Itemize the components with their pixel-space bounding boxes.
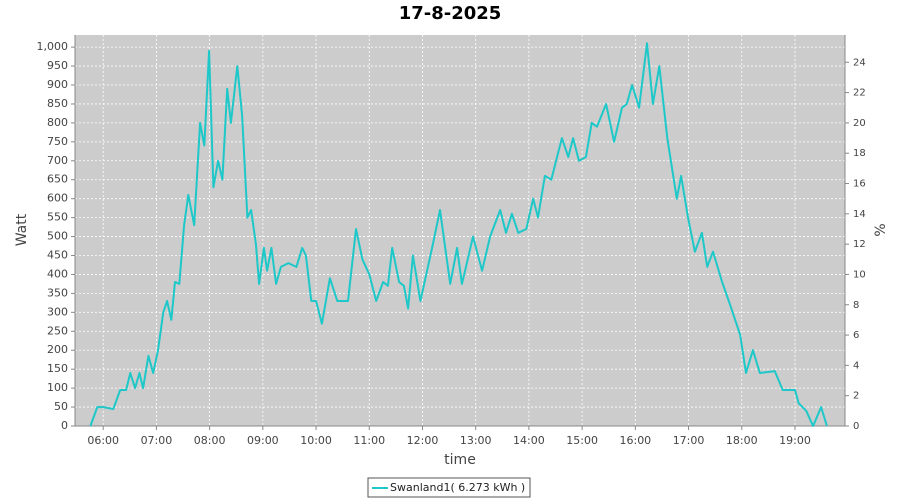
y-tick-label: 50 <box>54 400 68 413</box>
y-tick-label: 500 <box>47 230 68 243</box>
y2-tick-label: 16 <box>853 179 866 190</box>
x-tick-label: 14:00 <box>513 434 545 447</box>
chart-title: 17-8-2025 <box>399 3 502 24</box>
y-tick-label: 250 <box>47 324 68 337</box>
plot-area <box>75 35 845 426</box>
y-tick-label: 850 <box>47 97 68 110</box>
y-tick-label: 300 <box>47 305 68 318</box>
y-tick-label: 600 <box>47 192 68 205</box>
y-tick-label: 700 <box>47 154 68 167</box>
y2-tick-label: 10 <box>853 269 866 280</box>
legend-box <box>367 477 531 498</box>
x-tick-label: 09:00 <box>247 434 279 447</box>
y-axis-label: Watt <box>14 213 30 246</box>
y-tick-label: 550 <box>47 211 68 224</box>
y-tick-label: 800 <box>47 116 68 129</box>
y2-tick-label: 6 <box>853 330 859 341</box>
y2-tick-label: 0 <box>853 421 859 432</box>
x-tick-label: 16:00 <box>619 434 651 447</box>
y-tick-label: 100 <box>47 381 68 394</box>
x-tick-label: 10:00 <box>300 434 332 447</box>
x-tick-label: 12:00 <box>407 434 439 447</box>
y-tick-label: 150 <box>47 362 68 375</box>
y-tick-label: 650 <box>47 173 68 186</box>
y2-tick-label: 24 <box>853 57 866 68</box>
y-tick-label: 200 <box>47 343 68 356</box>
y-tick-label: 0 <box>61 419 68 432</box>
x-tick-label: 06:00 <box>87 434 119 447</box>
y2-tick-label: 18 <box>853 148 866 159</box>
y-tick-label: 350 <box>47 286 68 299</box>
x-tick-label: 13:00 <box>460 434 492 447</box>
legend-label: Swanland1( 6.273 kWh ) <box>390 481 525 494</box>
y-tick-label: 400 <box>47 267 68 280</box>
x-tick-label: 07:00 <box>141 434 173 447</box>
x-axis-label: time <box>444 452 476 468</box>
y2-tick-label: 20 <box>853 118 866 129</box>
y-tick-label: 1,000 <box>37 40 69 53</box>
y-tick-label: 750 <box>47 135 68 148</box>
y2-tick-label: 8 <box>853 300 859 311</box>
x-tick-label: 19:00 <box>779 434 811 447</box>
y2-tick-label: 4 <box>853 360 859 371</box>
y2-tick-label: 2 <box>853 391 859 402</box>
x-tick-label: 08:00 <box>194 434 226 447</box>
y2-tick-label: 14 <box>853 209 866 220</box>
y-tick-label: 450 <box>47 249 68 262</box>
y-tick-label: 950 <box>47 59 68 72</box>
x-tick-label: 18:00 <box>726 434 758 447</box>
y2-tick-label: 12 <box>853 239 866 250</box>
y2-axis-label: % <box>873 223 889 236</box>
data-line <box>89 42 828 427</box>
x-tick-label: 11:00 <box>353 434 385 447</box>
x-tick-label: 17:00 <box>673 434 705 447</box>
y-tick-label: 900 <box>47 78 68 91</box>
x-tick-label: 15:00 <box>566 434 598 447</box>
y2-tick-label: 22 <box>853 88 866 99</box>
